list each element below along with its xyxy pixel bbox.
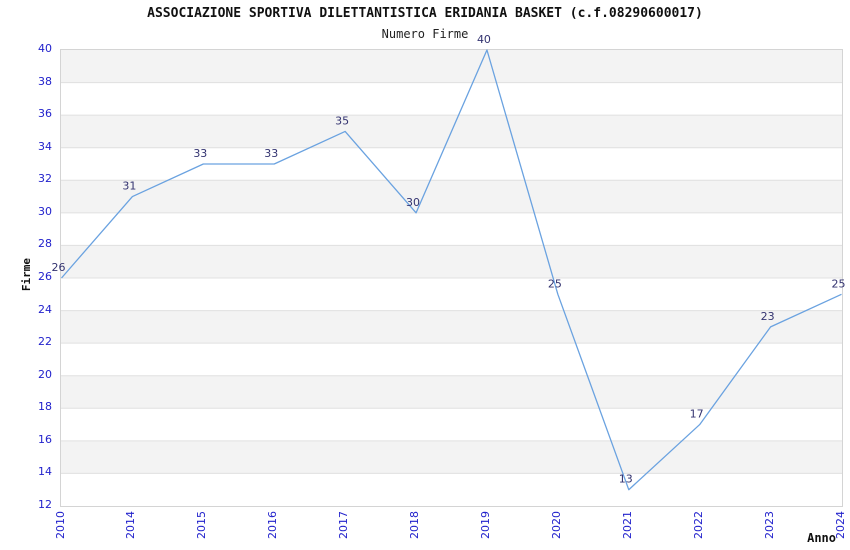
y-tick-label: 14 xyxy=(38,465,52,479)
y-axis-title: Firme xyxy=(20,258,33,292)
x-tick-label: 2016 xyxy=(266,511,280,539)
y-tick-label: 12 xyxy=(38,498,52,511)
data-point-label: 17 xyxy=(690,408,704,421)
x-tick-label: 2018 xyxy=(408,511,422,539)
data-point-label: 23 xyxy=(761,310,775,323)
y-tick-label: 36 xyxy=(38,107,52,121)
y-tick-label: 22 xyxy=(38,335,52,349)
chart-title: ASSOCIAZIONE SPORTIVA DILETTANTISTICA ER… xyxy=(147,6,703,21)
y-tick-label: 40 xyxy=(38,42,52,55)
grid-band xyxy=(61,440,842,474)
x-tick-label: 2015 xyxy=(195,511,209,539)
x-tick-label: 2021 xyxy=(620,511,634,539)
x-tick-label: 2020 xyxy=(549,511,563,539)
data-point-label: 33 xyxy=(193,147,207,160)
data-point-label: 25 xyxy=(832,277,846,290)
x-tick-label: 2022 xyxy=(691,511,705,539)
x-tick-label: 2010 xyxy=(53,511,67,539)
x-tick-label: 2019 xyxy=(478,511,492,539)
data-point-label: 31 xyxy=(122,180,136,193)
y-tick-label: 28 xyxy=(38,237,52,251)
y-tick-label: 24 xyxy=(38,302,52,316)
grid-band xyxy=(61,310,842,344)
data-point-label: 26 xyxy=(52,261,66,274)
data-point-label: 25 xyxy=(548,277,562,290)
x-tick-label: 2023 xyxy=(762,511,776,539)
data-point-label: 30 xyxy=(406,196,420,209)
line-series xyxy=(61,49,842,491)
y-tick-label: 34 xyxy=(38,139,52,153)
grid-band xyxy=(61,50,842,83)
data-point-label: 40 xyxy=(477,33,491,46)
y-tick-label: 32 xyxy=(38,172,52,186)
y-tick-label: 16 xyxy=(38,432,52,446)
y-tick-label: 20 xyxy=(38,367,52,381)
data-point-label: 13 xyxy=(619,473,633,486)
y-tick-label: 18 xyxy=(38,400,52,414)
grid-band xyxy=(61,375,842,409)
x-tick-label: 2017 xyxy=(337,511,351,539)
data-point-label: 33 xyxy=(264,147,278,160)
line-chart-svg: 26 31 33 33 35 30 40 25 13 17 23 25 xyxy=(52,33,846,491)
y-tick-label: 38 xyxy=(38,74,52,88)
grid-band xyxy=(61,245,842,278)
x-tick-label: 2014 xyxy=(124,511,138,539)
data-point-label: 35 xyxy=(335,114,349,127)
y-tick-label: 30 xyxy=(38,204,52,218)
chart-subtitle: Numero Firme xyxy=(381,27,469,41)
grid-band xyxy=(61,180,842,213)
plot-area: 26 31 33 33 35 30 40 25 13 17 23 25 xyxy=(52,33,846,507)
x-axis-title: Anno xyxy=(807,531,836,545)
